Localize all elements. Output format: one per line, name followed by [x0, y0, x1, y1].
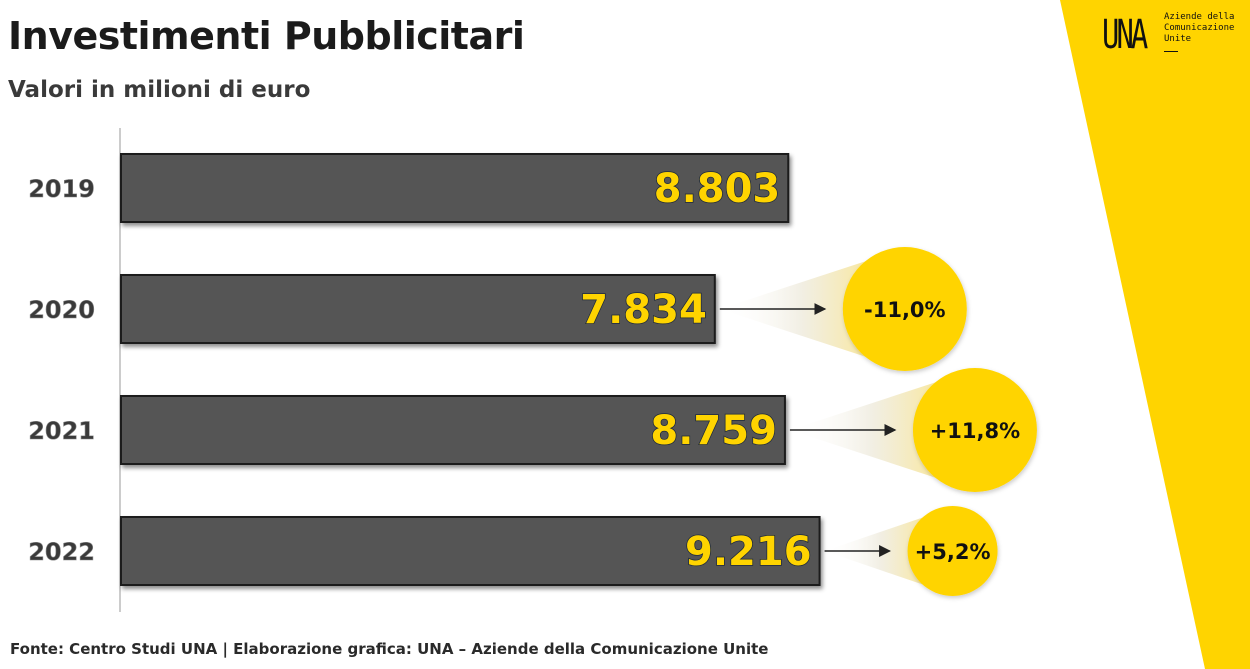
change-circle-2022 — [907, 506, 998, 596]
change-circle-2020 — [842, 247, 967, 371]
change-label-2022: +5,2% — [915, 540, 991, 564]
bar-value-2021: 8.759 — [650, 408, 777, 454]
una-logo: UNA Aziende della Comunicazione Unite — [1102, 8, 1234, 68]
bars-layer: 2019 8.803 2020 7.834 2021 8.759 2022 9.216 — [28, 153, 821, 586]
bar-2020 — [120, 274, 716, 344]
change-label-2021: +11,8% — [930, 419, 1020, 443]
change-label-2020: -11,0% — [864, 298, 946, 322]
logo-mark: UNA — [1102, 12, 1148, 58]
bar-2022 — [120, 516, 821, 586]
chart-title: Investimenti Pubblicitari — [8, 14, 525, 58]
year-label-2019: 2019 — [28, 175, 95, 203]
source-note: Fonte: Centro Studi UNA | Elaborazione g… — [10, 640, 769, 658]
logo-underline — [1164, 51, 1178, 52]
bar-value-2022: 9.216 — [685, 529, 812, 575]
year-label-2022: 2022 — [28, 538, 95, 566]
callouts-layer: -11,0% +11,8% +5,2% — [719, 247, 1037, 596]
bar-2021 — [120, 395, 786, 465]
chart-subtitle: Valori in milioni di euro — [8, 77, 311, 103]
bar-value-2020: 7.834 — [580, 287, 707, 333]
change-circle-2021 — [912, 368, 1037, 492]
year-label-2021: 2021 — [28, 417, 95, 445]
bar-value-2019: 8.803 — [654, 166, 781, 212]
logo-text: Aziende della Comunicazione Unite — [1164, 12, 1235, 44]
year-label-2020: 2020 — [28, 296, 95, 324]
bar-2019 — [120, 153, 790, 223]
